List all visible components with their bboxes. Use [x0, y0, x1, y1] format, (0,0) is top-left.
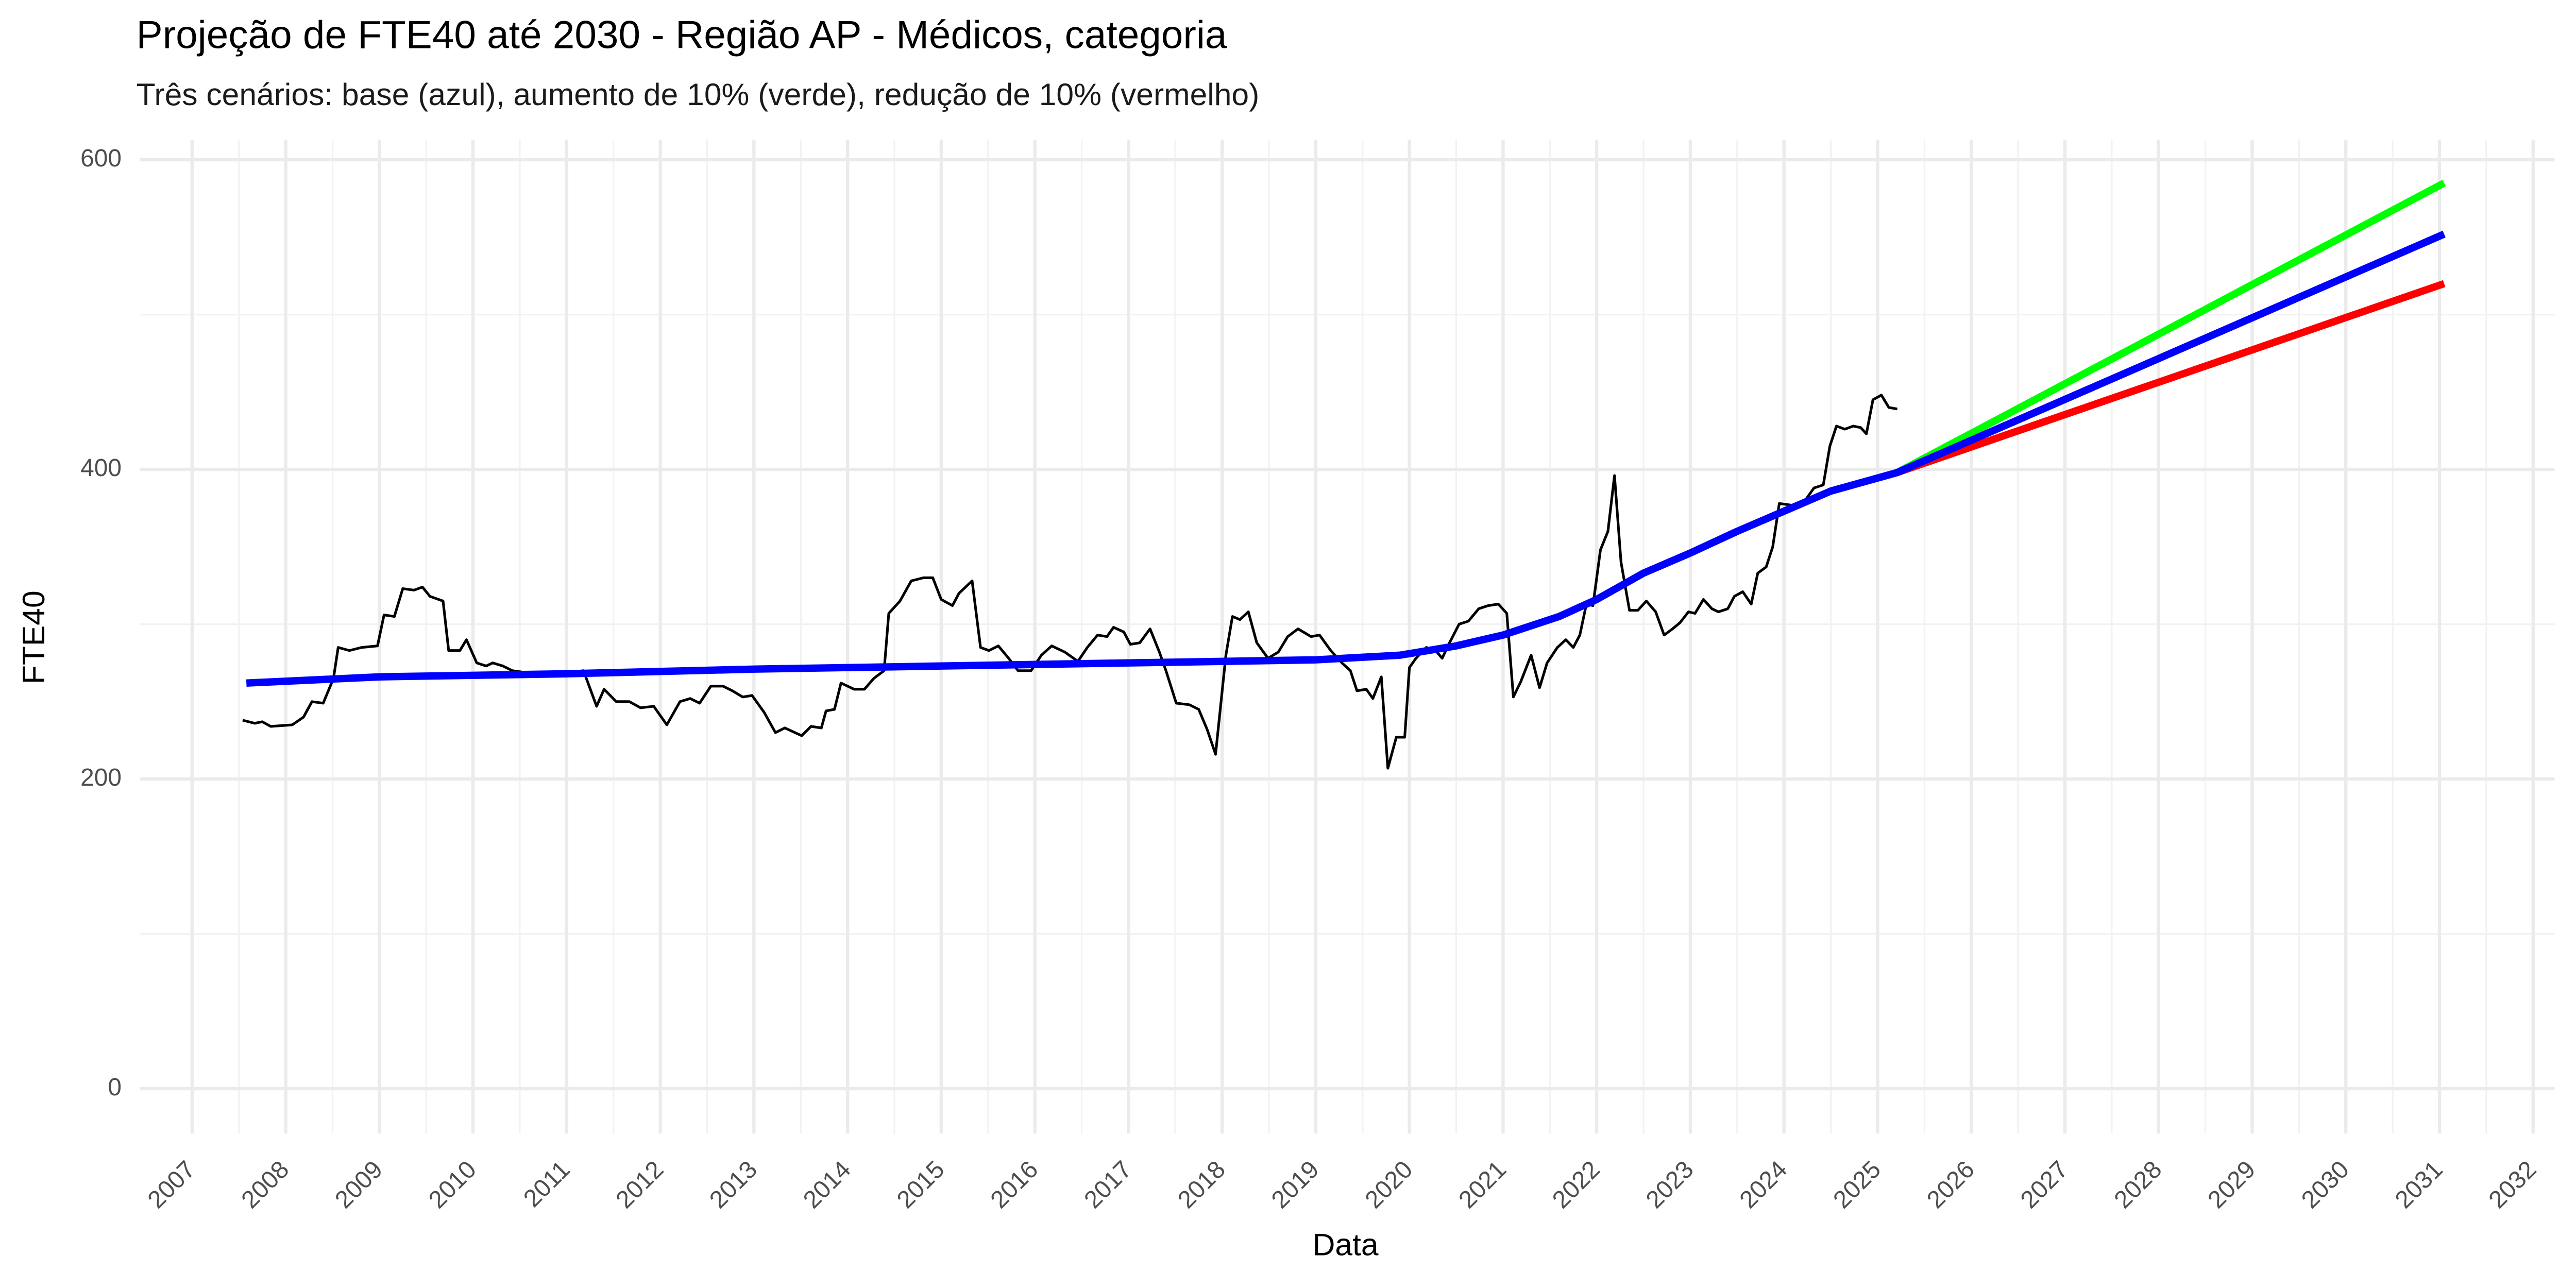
x-tick-label: 2007 — [143, 1156, 201, 1214]
x-tick-label: 2022 — [1547, 1156, 1605, 1214]
x-tick-label: 2017 — [1079, 1156, 1137, 1214]
x-tick-label: 2010 — [423, 1156, 482, 1214]
x-tick-label: 2030 — [2296, 1156, 2354, 1214]
series-line — [1896, 280, 2446, 476]
x-tick-label: 2029 — [2202, 1156, 2261, 1214]
x-tick-label: 2025 — [1828, 1156, 1886, 1214]
x-tick-label: 2009 — [330, 1156, 388, 1214]
x-tick-label: 2014 — [798, 1156, 856, 1214]
chart-subtitle: Três cenários: base (azul), aumento de 1… — [137, 77, 1260, 112]
x-tick-label: 2024 — [1735, 1156, 1793, 1214]
series-line — [242, 394, 1898, 770]
series-line — [246, 230, 2446, 687]
y-tick-label: 400 — [80, 454, 122, 482]
x-tick-label: 2012 — [611, 1156, 669, 1214]
x-tick-label: 2028 — [2109, 1156, 2167, 1214]
grid: 0 200 400 600 2007 2008 2009 2010 2011 2012 2013 20… — [80, 140, 2555, 1214]
x-tick-label: 2008 — [236, 1156, 295, 1214]
plot-area — [242, 179, 2446, 770]
x-tick-label: 2019 — [1266, 1156, 1325, 1214]
x-tick-label: 2011 — [518, 1156, 575, 1212]
x-tick-label: 2026 — [1922, 1156, 1980, 1214]
x-tick-label: 2027 — [2015, 1156, 2074, 1214]
x-tick-label: 2016 — [986, 1156, 1044, 1214]
y-axis-label: FTE40 — [16, 590, 51, 684]
x-tick-label: 2015 — [892, 1156, 950, 1214]
x-axis-label: Data — [1313, 1227, 1379, 1262]
x-tick-label: 2032 — [2484, 1156, 2542, 1214]
y-tick-label: 0 — [108, 1074, 122, 1101]
series-line — [1895, 179, 2446, 476]
y-tick-label: 600 — [80, 145, 122, 172]
x-tick-label: 2018 — [1173, 1156, 1231, 1214]
y-tick-label: 200 — [80, 764, 122, 791]
x-tick-label: 2013 — [704, 1156, 762, 1214]
x-tick-label: 2021 — [1453, 1156, 1512, 1214]
x-tick-label: 2031 — [2390, 1156, 2448, 1214]
x-tick-label: 2020 — [1360, 1156, 1418, 1214]
chart-title: Projeção de FTE40 até 2030 - Região AP -… — [137, 13, 1227, 57]
x-tick-label: 2023 — [1641, 1156, 1699, 1214]
